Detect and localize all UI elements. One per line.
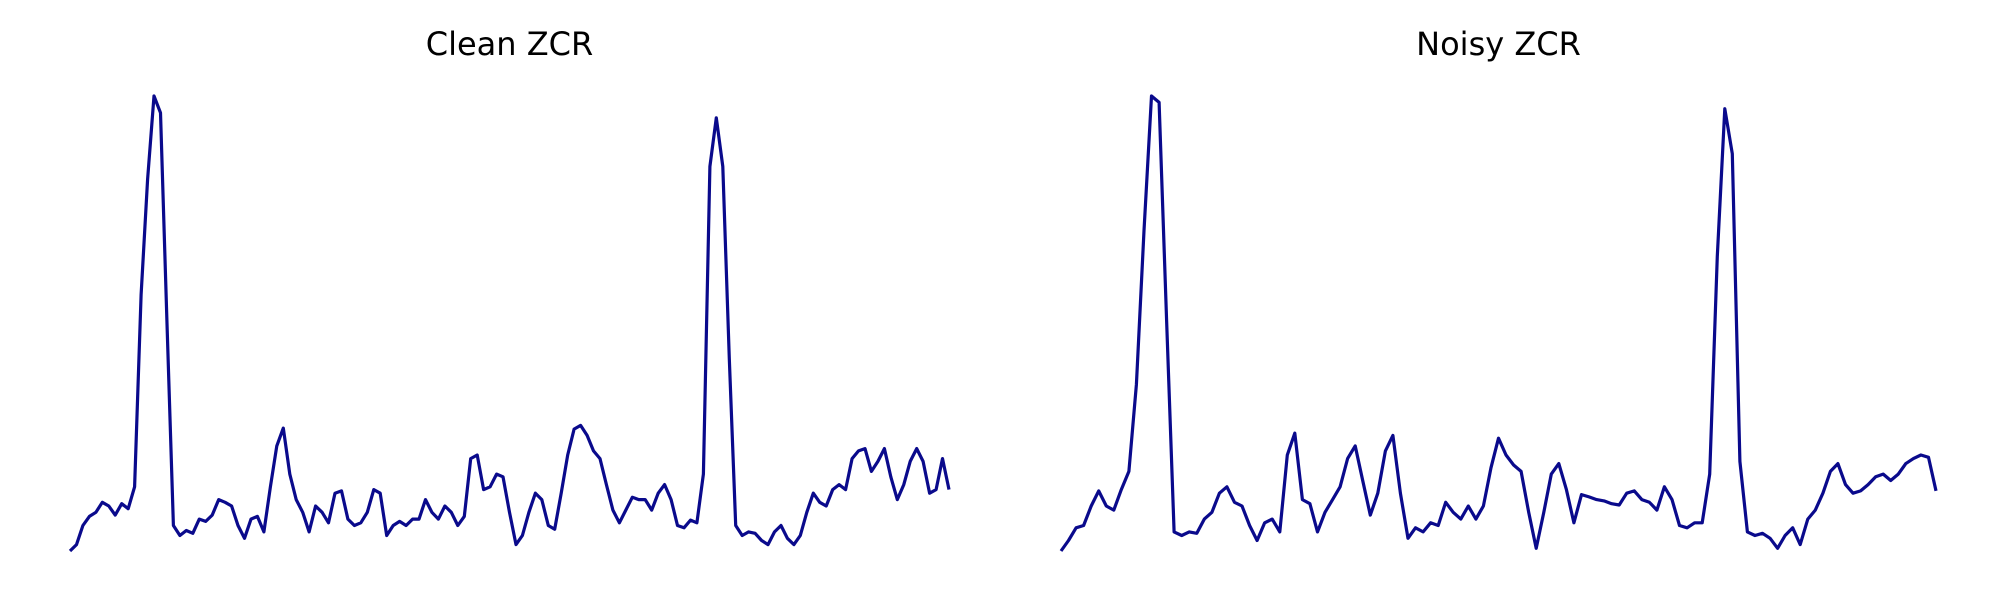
zcr-line: [1059, 94, 1938, 552]
chart-title: Clean ZCR: [426, 25, 593, 63]
zcr-line: [68, 94, 951, 553]
chart-title: Noisy ZCR: [1416, 25, 1581, 63]
